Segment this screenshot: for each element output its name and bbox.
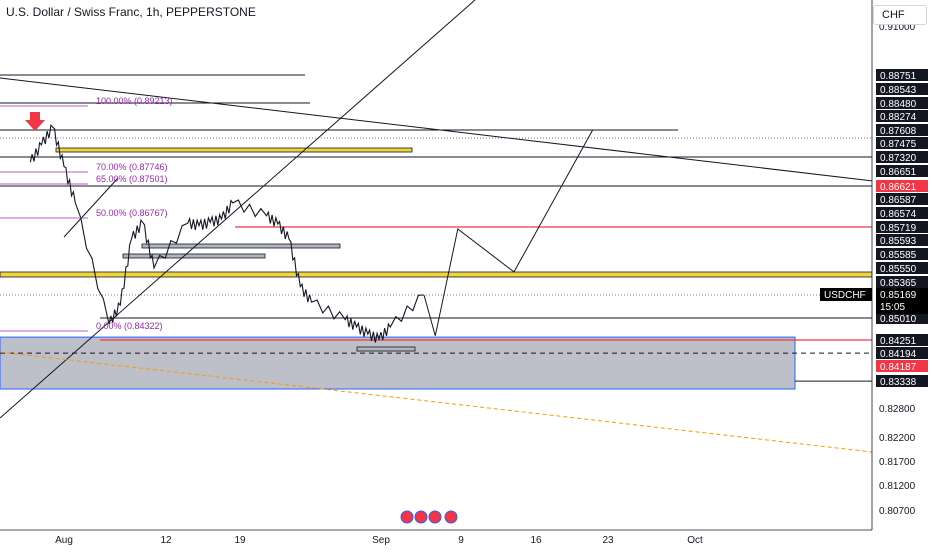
price-label-box xyxy=(876,97,928,109)
price-label: 0.83338 xyxy=(880,377,917,388)
event-flag-icon xyxy=(400,510,414,524)
y-tick-label: 0.81700 xyxy=(879,457,916,468)
price-label: 0.87320 xyxy=(880,153,917,164)
mini-zone xyxy=(122,253,266,259)
price-label: 0.85550 xyxy=(880,264,917,275)
x-tick-label: 9 xyxy=(458,535,464,546)
price-label-box xyxy=(876,165,928,177)
trendline-dashed xyxy=(0,351,873,453)
price-label-box xyxy=(876,69,928,81)
fib-label: 70.00% (0.87746) xyxy=(96,162,168,172)
price-countdown-badge xyxy=(876,288,928,314)
projection-path xyxy=(423,129,594,336)
price-label: 0.84251 xyxy=(880,336,917,347)
event-flag-icon xyxy=(428,510,442,524)
y-tick-label: 0.82200 xyxy=(879,433,916,444)
symbol-badge-text: USDCHF xyxy=(824,290,866,301)
price-label-box xyxy=(876,193,928,205)
price-label-box xyxy=(876,124,928,136)
x-tick-label: Aug xyxy=(55,535,73,546)
price-label: 0.87475 xyxy=(880,139,917,150)
mini-zone xyxy=(356,346,416,352)
trendline-falling xyxy=(0,77,932,189)
price-label: 0.85593 xyxy=(880,236,917,247)
price-label: 0.86574 xyxy=(880,209,917,220)
price-label-box xyxy=(876,83,928,95)
yellow-strip xyxy=(0,271,873,278)
x-tick-label: Sep xyxy=(372,535,390,546)
yellow-strip-upper xyxy=(55,147,413,153)
price-label-box xyxy=(876,312,928,324)
price-label: 0.88480 xyxy=(880,99,917,110)
price-label-box xyxy=(876,110,928,122)
price-label: 0.84194 xyxy=(880,349,917,360)
down-arrow-marker xyxy=(25,112,45,131)
badge-countdown: 15:05 xyxy=(880,302,905,313)
zone-midline-text: 0.84187 xyxy=(880,362,917,373)
price-label-box xyxy=(876,334,928,346)
event-flag-icon xyxy=(414,510,428,524)
x-tick-label: 19 xyxy=(234,535,246,546)
price-label: 0.88274 xyxy=(880,112,917,123)
price-label: 0.85010 xyxy=(880,314,917,325)
price-label-box xyxy=(876,276,928,288)
chart-title: U.S. Dollar / Swiss Franc, 1h, PEPPERSTO… xyxy=(6,5,256,19)
price-label-box xyxy=(876,347,928,359)
x-tick-label: 12 xyxy=(160,535,172,546)
y-tick-label: 0.82800 xyxy=(879,404,916,415)
y-tick-label: 0.80700 xyxy=(879,506,916,517)
price-label: 0.85585 xyxy=(880,250,917,261)
price-label-box xyxy=(876,248,928,260)
currency-selector[interactable]: CHF xyxy=(873,5,927,25)
price-label: 0.85365 xyxy=(880,278,917,289)
x-tick-label: 23 xyxy=(602,535,614,546)
x-tick-label: Oct xyxy=(687,535,703,546)
fib-label: 0.00% (0.84322) xyxy=(96,321,163,331)
price-label-box xyxy=(876,221,928,233)
current-price-text: 0.86621 xyxy=(880,182,917,193)
x-tick-label: 16 xyxy=(530,535,542,546)
y-tick-label: 0.81200 xyxy=(879,481,916,492)
demand-zone xyxy=(0,336,796,390)
badge-price: 0.85169 xyxy=(880,290,917,301)
price-label: 0.87608 xyxy=(880,126,917,137)
zone-midline-badge xyxy=(876,360,928,372)
symbol-badge xyxy=(820,288,872,301)
price-label: 0.85719 xyxy=(880,223,917,234)
fib-label: 50.00% (0.86767) xyxy=(96,208,168,218)
price-label: 0.88543 xyxy=(880,85,917,96)
mini-zone xyxy=(141,243,341,249)
current-price-badge xyxy=(876,180,928,192)
price-line xyxy=(29,124,425,343)
price-label: 0.88751 xyxy=(880,71,917,82)
fib-label: 100.00% (0.89213) xyxy=(96,96,173,106)
fib-label: 65.00% (0.87501) xyxy=(96,174,168,184)
event-flag-icon xyxy=(444,510,458,524)
price-label-box xyxy=(876,262,928,274)
projection-arrow-early xyxy=(63,177,119,238)
price-label-box xyxy=(876,137,928,149)
price-label-box xyxy=(876,234,928,246)
trendline-rising xyxy=(0,0,476,419)
y-tick-label: 0.91000 xyxy=(879,22,916,33)
price-label-box xyxy=(876,375,928,387)
price-label: 0.86651 xyxy=(880,167,917,178)
price-label: 0.86587 xyxy=(880,195,917,206)
price-label-box xyxy=(876,207,928,219)
price-label-box xyxy=(876,151,928,163)
